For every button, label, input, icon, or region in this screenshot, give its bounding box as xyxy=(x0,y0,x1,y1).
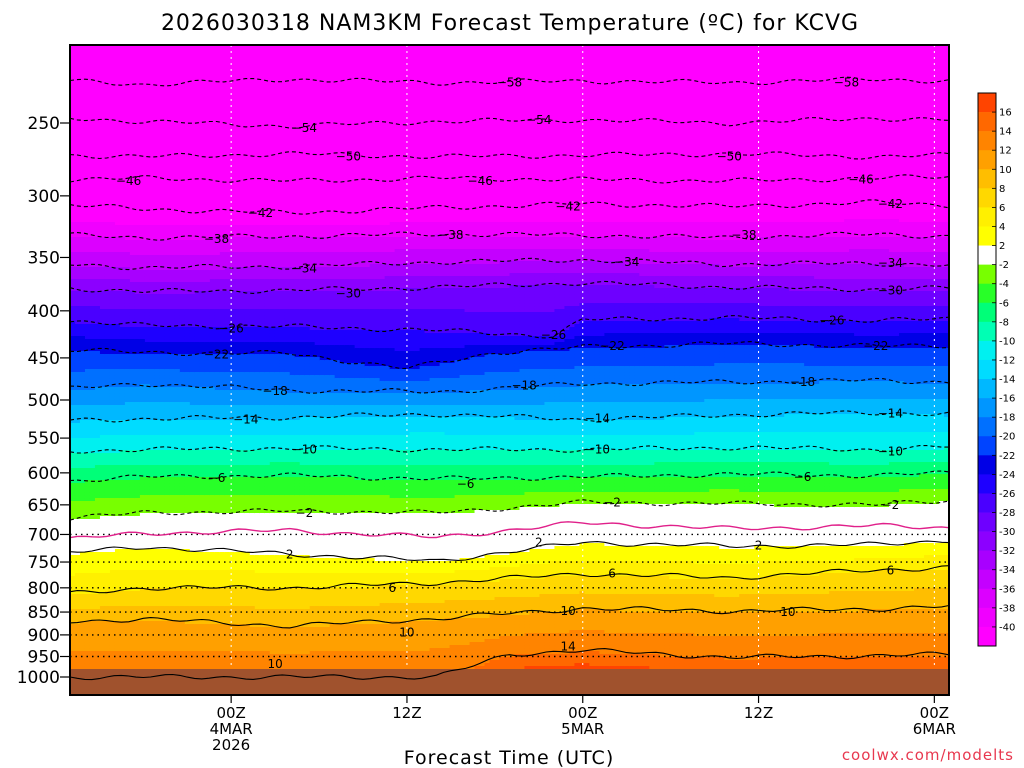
forecast-temperature-chart: 2026030318 NAM3KM Forecast Temperature (… xyxy=(0,0,1024,768)
plot-area: −58 −58−54−54−50 −50−46 −46 −46−42 −42 −42−38−… xyxy=(70,45,950,695)
chart-title: 2026030318 NAM3KM Forecast Temperature (… xyxy=(161,11,859,36)
